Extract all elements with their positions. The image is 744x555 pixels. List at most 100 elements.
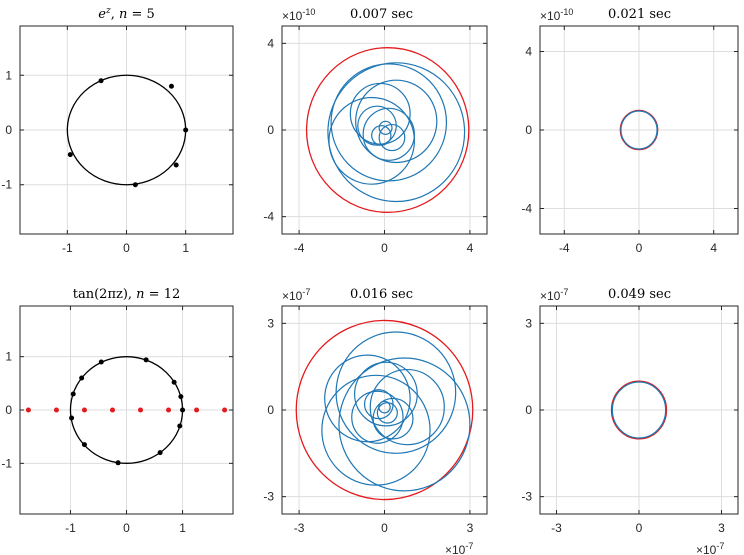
- y-tick-label: 4: [525, 45, 532, 59]
- series-loop: [328, 96, 415, 185]
- y-tick-label: 0: [267, 123, 274, 137]
- y-tick-label: 1: [5, 350, 12, 364]
- series-loop: [338, 357, 471, 492]
- data-point: [143, 357, 149, 363]
- data-layer: [295, 319, 474, 501]
- x-tick-label: -4: [294, 241, 305, 255]
- panel-title: 0.007 sec: [350, 7, 413, 22]
- x-tick-label: -4: [559, 241, 570, 255]
- x-tick-label: 0: [123, 241, 130, 255]
- y-tick-label: 4: [267, 36, 274, 50]
- series-loop: [321, 374, 431, 486]
- y-tick-label: 3: [267, 316, 274, 330]
- data-point: [115, 460, 121, 466]
- data-point: [157, 450, 163, 456]
- y-tick-label: 0: [525, 123, 532, 137]
- axis-exponent-x: ×10-7: [445, 541, 473, 555]
- panel-title: 0.016 sec: [350, 287, 413, 302]
- panel-A: -1 0 1 -1 0 1 ez, n = 5: [1, 6, 234, 255]
- data-point: [81, 442, 87, 448]
- x-tick-label: -1: [62, 241, 73, 255]
- data-point: [183, 127, 189, 133]
- data-point: [132, 182, 138, 188]
- panel-B: -4 0 4 -4 0 4 0.007 sec ×10-10: [263, 7, 488, 255]
- y-tick-label: -3: [263, 490, 274, 504]
- data-point: [70, 391, 76, 397]
- y-tick-label: -3: [521, 490, 532, 504]
- series-circle: [305, 47, 470, 213]
- series-loop: [372, 397, 414, 440]
- data-point: [178, 394, 184, 400]
- x-tick-label: 1: [182, 241, 189, 255]
- data-layer: [619, 109, 659, 151]
- x-tick-label: 0: [381, 241, 388, 255]
- panel-title: 0.021 sec: [608, 7, 671, 22]
- x-tick-label: -3: [551, 521, 562, 535]
- axis-exponent-x: ×10-7: [696, 541, 724, 555]
- panel-E: -3 0 3 -3 0 3 0.016 sec ×10-7 ×10-7: [263, 287, 488, 555]
- series-circle: [611, 381, 667, 439]
- y-tick-label: 1: [5, 68, 12, 82]
- series-circle: [295, 319, 474, 501]
- series-loop: [351, 390, 404, 444]
- x-tick-label: -3: [294, 521, 305, 535]
- data-point: [81, 407, 87, 413]
- y-tick-label: 0: [5, 403, 12, 417]
- y-tick-label: 0: [267, 403, 274, 417]
- data-point: [98, 78, 104, 84]
- series-circle: [610, 380, 668, 440]
- series-loop: [378, 120, 393, 135]
- data-point: [168, 83, 174, 89]
- series-loop: [355, 79, 438, 164]
- data-point: [180, 407, 186, 413]
- data-point: [194, 407, 200, 413]
- data-point: [109, 407, 115, 413]
- data-point: [67, 152, 73, 158]
- y-tick-label: -4: [521, 201, 532, 215]
- x-tick-label: 1: [179, 521, 186, 535]
- panel-C: -4 0 4 -4 0 4 0.021 sec ×10-10: [521, 7, 739, 255]
- series-loop: [378, 400, 391, 414]
- panel-title: 0.049 sec: [608, 287, 671, 302]
- panel-F: -3 0 3 -3 0 3 0.049 sec ×10-7 ×10-7: [521, 287, 739, 555]
- data-point: [25, 407, 31, 413]
- series-loop: [378, 123, 406, 152]
- data-point: [79, 375, 85, 381]
- axis-exponent-y: ×10-10: [540, 7, 573, 23]
- x-tick-label: 0: [636, 521, 643, 535]
- data-point: [166, 407, 172, 413]
- data-point: [222, 407, 228, 413]
- data-point: [173, 162, 179, 168]
- series-loop: [354, 361, 418, 427]
- x-tick-label: 4: [467, 241, 474, 255]
- series-circle: [620, 110, 658, 150]
- x-tick-label: 0: [381, 521, 388, 535]
- axis-exponent-y: ×10-7: [282, 287, 310, 303]
- series-loop: [327, 62, 466, 203]
- y-tick-label: 0: [525, 403, 532, 417]
- data-layer: [305, 47, 470, 213]
- x-tick-label: 3: [718, 521, 725, 535]
- x-tick-label: 0: [123, 521, 130, 535]
- data-layer: [66, 74, 189, 188]
- y-tick-label: 0: [5, 123, 12, 137]
- x-tick-label: 3: [467, 521, 474, 535]
- data-layer: [25, 356, 228, 466]
- series-loop: [362, 107, 415, 161]
- data-layer: [610, 380, 668, 440]
- panel-title: ez, n = 5: [98, 6, 155, 22]
- x-tick-label: 0: [636, 241, 643, 255]
- x-tick-label: -1: [65, 521, 76, 535]
- data-point: [69, 415, 75, 421]
- data-point: [98, 359, 104, 365]
- data-point: [138, 407, 144, 413]
- x-tick-label: 4: [710, 241, 717, 255]
- y-tick-label: 3: [525, 316, 532, 330]
- y-tick-label: -1: [1, 178, 12, 192]
- panel-D: -1 0 1 -1 0 1 tan(2πz), n = 12: [1, 287, 234, 535]
- series-loop: [369, 368, 445, 446]
- panel-title: tan(2πz), n = 12: [73, 287, 181, 302]
- data-point: [53, 407, 59, 413]
- data-point: [171, 379, 177, 385]
